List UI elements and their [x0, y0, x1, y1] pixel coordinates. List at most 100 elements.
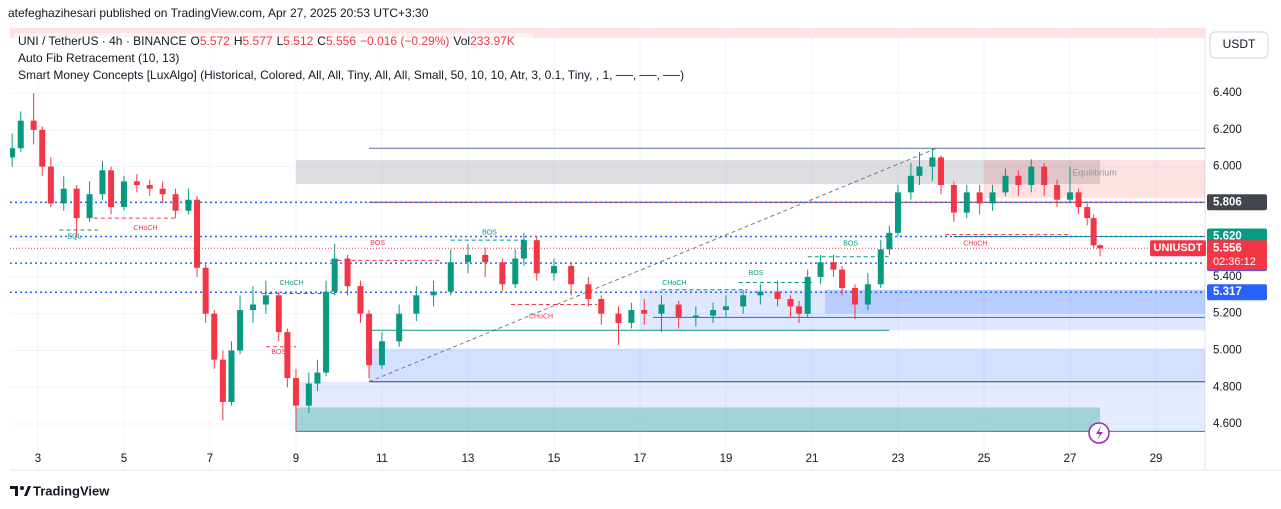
x-tick-label: 21 — [806, 453, 819, 465]
candle-body — [641, 310, 648, 314]
candle-body — [357, 286, 364, 314]
candle-body — [86, 194, 93, 219]
candle-body — [830, 262, 837, 270]
candle-body — [219, 359, 226, 402]
indicator: Smart Money Concepts [LuxAlgo] (Historic… — [18, 68, 684, 82]
symbol: UNI / TetherUS · 4h · BINANCE — [18, 34, 187, 48]
candle-body — [864, 284, 871, 305]
structure-label: CHoCH — [963, 241, 987, 248]
candle-body — [331, 258, 338, 292]
candle-body — [722, 306, 729, 311]
zone-label: Equilibrium — [1072, 167, 1117, 177]
candle-body — [877, 249, 884, 285]
candle-body — [185, 199, 192, 211]
candle-body — [146, 185, 153, 189]
candle-body — [512, 258, 519, 285]
symbol-label: UNIUSDT — [1154, 242, 1203, 254]
candle-body — [533, 240, 540, 274]
y-tick-label: 5.200 — [1213, 308, 1242, 320]
candle-body — [774, 291, 781, 300]
candle-body — [314, 372, 321, 384]
x-tick-label: 25 — [978, 453, 991, 465]
x-tick-label: 19 — [720, 453, 733, 465]
brand: TradingView — [33, 483, 110, 498]
candle-body — [366, 313, 373, 366]
logo-mark — [20, 486, 24, 490]
x-tick-label: 27 — [1064, 453, 1077, 465]
candle-body — [292, 378, 299, 406]
x-tick-label: 5 — [121, 453, 127, 465]
candle-body — [675, 304, 682, 318]
price-label-bg — [1207, 194, 1267, 211]
candle-body — [1075, 192, 1082, 208]
candle-body — [851, 287, 858, 305]
candle-body — [344, 258, 351, 287]
candle-body — [202, 267, 209, 314]
price-label: 5.620 — [1213, 231, 1242, 243]
candle-body — [262, 295, 269, 305]
y-tick-label: 4.600 — [1213, 418, 1242, 430]
grid — [10, 30, 1205, 470]
x-tick-label: 7 — [207, 453, 213, 465]
x-tick-label: 23 — [892, 453, 905, 465]
candle-body — [989, 192, 996, 204]
currency[interactable]: USDT — [1223, 37, 1256, 51]
zone — [295, 407, 1101, 432]
field-value: 5.512 — [283, 34, 313, 48]
x-tick-label: 9 — [293, 453, 299, 465]
x-tick-label: 11 — [376, 453, 388, 465]
price-label: 5.317 — [1213, 286, 1242, 298]
candle-body — [929, 157, 936, 167]
field-value: 5.556 — [326, 34, 356, 48]
candle-body — [894, 192, 901, 233]
candle-body — [787, 299, 794, 307]
candle-body — [796, 306, 803, 314]
legend-line: UNI / TetherUS · 4h · BINANCE O5.572 H5.57… — [18, 34, 515, 48]
legend: UNI / TetherUS · 4h · BINANCE O5.572 H5.57… — [14, 33, 684, 85]
indicator: Auto Fib Retracement (10, 13) — [18, 51, 179, 65]
candle-body — [1054, 185, 1061, 200]
field-value: 5.572 — [200, 34, 230, 48]
candle-body — [133, 181, 140, 186]
candle-body — [907, 175, 914, 193]
candle-body — [804, 276, 811, 314]
axes: 4.6004.8005.0005.2005.4005.6005.8006.000… — [35, 87, 1267, 465]
candle-body — [284, 332, 291, 379]
candle-body — [482, 254, 489, 263]
candle-body — [963, 192, 970, 213]
candle-body — [120, 181, 127, 208]
logo-mark — [10, 486, 18, 496]
candle-body — [568, 265, 575, 285]
top-band — [10, 28, 1205, 38]
candle-body — [30, 120, 37, 130]
currency-button[interactable] — [1209, 31, 1269, 59]
structure-label: CHoCH — [529, 313, 553, 320]
vol-label: Vol — [453, 34, 470, 48]
symbol-label-bg — [1150, 240, 1206, 257]
structure-label: CHoCH — [280, 280, 304, 287]
candle-body — [615, 313, 622, 323]
countdown: 02:36:12 — [1213, 256, 1256, 268]
price-label: 5.806 — [1213, 196, 1242, 208]
candle-body — [1090, 218, 1097, 246]
candle-body — [17, 120, 24, 149]
last-price-bg — [1207, 240, 1267, 271]
y-tick-label: 5.400 — [1213, 271, 1242, 283]
candle-body — [1002, 175, 1009, 193]
candle-body — [447, 262, 454, 292]
candle-body — [598, 299, 605, 314]
candle-body — [275, 295, 282, 333]
structure-label: EQL — [67, 233, 81, 240]
candle-body — [937, 157, 944, 186]
change: −0.016 (−0.29%) — [360, 34, 449, 48]
level-line — [368, 147, 937, 383]
structure-label: CHoCH — [662, 280, 686, 287]
zone — [369, 348, 1205, 382]
candle-body — [886, 232, 893, 250]
candle-body — [430, 291, 437, 296]
candle-body — [1097, 245, 1104, 249]
candle-body — [1015, 175, 1022, 186]
candle-body — [464, 254, 471, 263]
field-label: H — [234, 34, 243, 48]
candle-body — [520, 240, 527, 259]
